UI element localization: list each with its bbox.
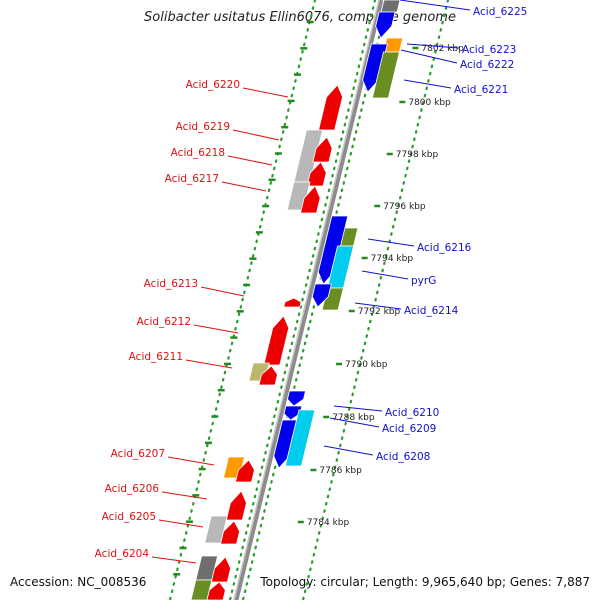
scale-label: 7784 kbp xyxy=(307,518,350,528)
gene-acid-6211b xyxy=(258,365,278,386)
label-leader xyxy=(200,286,245,297)
gene-label-acid-6223: Acid_6223 xyxy=(462,44,516,56)
gene-label-acid-6209: Acid_6209 xyxy=(382,423,436,435)
gene-acid-6208 xyxy=(273,419,299,469)
label-leader xyxy=(193,324,239,334)
scale-ticks: 7802 kbp 7800 kbp 7798 kbp 7796 kbp 7794 kbp… xyxy=(173,20,464,576)
label-leader xyxy=(227,155,273,166)
label-leader xyxy=(167,456,215,466)
backbone-highlight xyxy=(233,0,380,600)
label-leader xyxy=(329,417,380,428)
gene-label-acid-6220: Acid_6220 xyxy=(186,79,240,91)
gene-label-acid-6218: Acid_6218 xyxy=(171,147,225,159)
accession-text: Accession: NC_008536 xyxy=(10,575,147,589)
gene-label-acid-6212: Acid_6212 xyxy=(137,316,191,328)
gene-label-acid-6225: Acid_6225 xyxy=(473,6,527,18)
gene-label-acid-6221: Acid_6221 xyxy=(454,84,508,96)
label-leader xyxy=(399,0,471,11)
gene-labels: Acid_6220 Acid_6219 Acid_6218 Acid_6217 Acid… xyxy=(95,0,527,564)
scale-label: 7790 kbp xyxy=(345,360,388,370)
label-leader xyxy=(185,359,233,369)
gene-label-acid-6219: Acid_6219 xyxy=(176,121,230,133)
scale-label: 7786 kbp xyxy=(319,466,362,476)
scale-label: 7794 kbp xyxy=(371,254,414,264)
gene-acid-6220 xyxy=(318,84,343,131)
genome-backbone xyxy=(233,0,384,600)
gene-acid-6214b xyxy=(311,283,332,308)
backbone-line xyxy=(233,0,384,600)
label-leader xyxy=(221,181,267,192)
gene-label-acid-6208: Acid_6208 xyxy=(376,451,430,463)
scale-label: 7798 kbp xyxy=(396,150,439,160)
gene-acid-6205b xyxy=(220,520,240,545)
gene-acid-6212 xyxy=(263,315,290,366)
label-leader xyxy=(400,49,458,64)
gene-label-acid-6206: Acid_6206 xyxy=(105,483,160,495)
label-leader xyxy=(158,519,204,528)
gene-acid-6209 xyxy=(283,405,303,421)
gene-label-pyrg: pyrG xyxy=(411,275,436,287)
topology-text: Topology: circular; Length: 9,965,640 bp… xyxy=(260,575,590,589)
label-leader xyxy=(406,43,460,49)
gene-label-acid-6207: Acid_6207 xyxy=(111,448,165,460)
label-leader xyxy=(403,79,452,89)
right-guide-line xyxy=(301,0,450,600)
gene-features xyxy=(190,0,404,600)
scale-label: 7788 kbp xyxy=(332,413,375,423)
scale-label: 7800 kbp xyxy=(408,98,451,108)
gene-acid-6207b xyxy=(234,459,255,483)
gene-label-acid-6205: Acid_6205 xyxy=(102,511,156,523)
gene-label-acid-6211: Acid_6211 xyxy=(129,351,183,363)
gene-acid-6213 xyxy=(283,297,302,308)
scale-label: 7802 kbp xyxy=(421,44,464,54)
gene-label-acid-6216: Acid_6216 xyxy=(417,242,472,254)
gene-acid-6221 xyxy=(371,51,400,99)
label-leader xyxy=(361,270,409,280)
label-leader xyxy=(151,556,197,564)
gene-acid-6210 xyxy=(287,390,307,407)
gene-label-acid-6204: Acid_6204 xyxy=(95,548,150,560)
gene-acid-6208b xyxy=(284,409,316,467)
inner-left-guide-line xyxy=(228,0,377,600)
gene-acid-6222 xyxy=(362,43,388,93)
gene-acid-6225b xyxy=(375,11,396,39)
left-guide-line xyxy=(168,0,317,600)
label-leader xyxy=(242,87,289,98)
gene-label-acid-6217: Acid_6217 xyxy=(165,173,219,185)
gene-label-acid-6214: Acid_6214 xyxy=(404,305,459,317)
gene-acid-6204d xyxy=(206,581,226,600)
gene-acid-6217c xyxy=(300,185,321,214)
gene-label-acid-6213: Acid_6213 xyxy=(144,278,198,290)
label-leader xyxy=(232,129,280,141)
label-leader xyxy=(354,302,402,310)
label-leader xyxy=(333,405,383,412)
scale-label: 7792 kbp xyxy=(358,307,401,317)
gene-acid-6206 xyxy=(225,490,247,521)
gene-acid-6204c xyxy=(190,579,213,600)
gene-label-acid-6222: Acid_6222 xyxy=(460,59,514,71)
scale-label: 7796 kbp xyxy=(383,202,426,212)
gene-acid-6216b xyxy=(317,215,349,285)
label-leader xyxy=(367,238,415,247)
gene-acid-6225 xyxy=(380,0,401,13)
gene-label-acid-6210: Acid_6210 xyxy=(385,407,439,419)
label-leader xyxy=(161,491,208,500)
label-leader xyxy=(323,445,374,456)
